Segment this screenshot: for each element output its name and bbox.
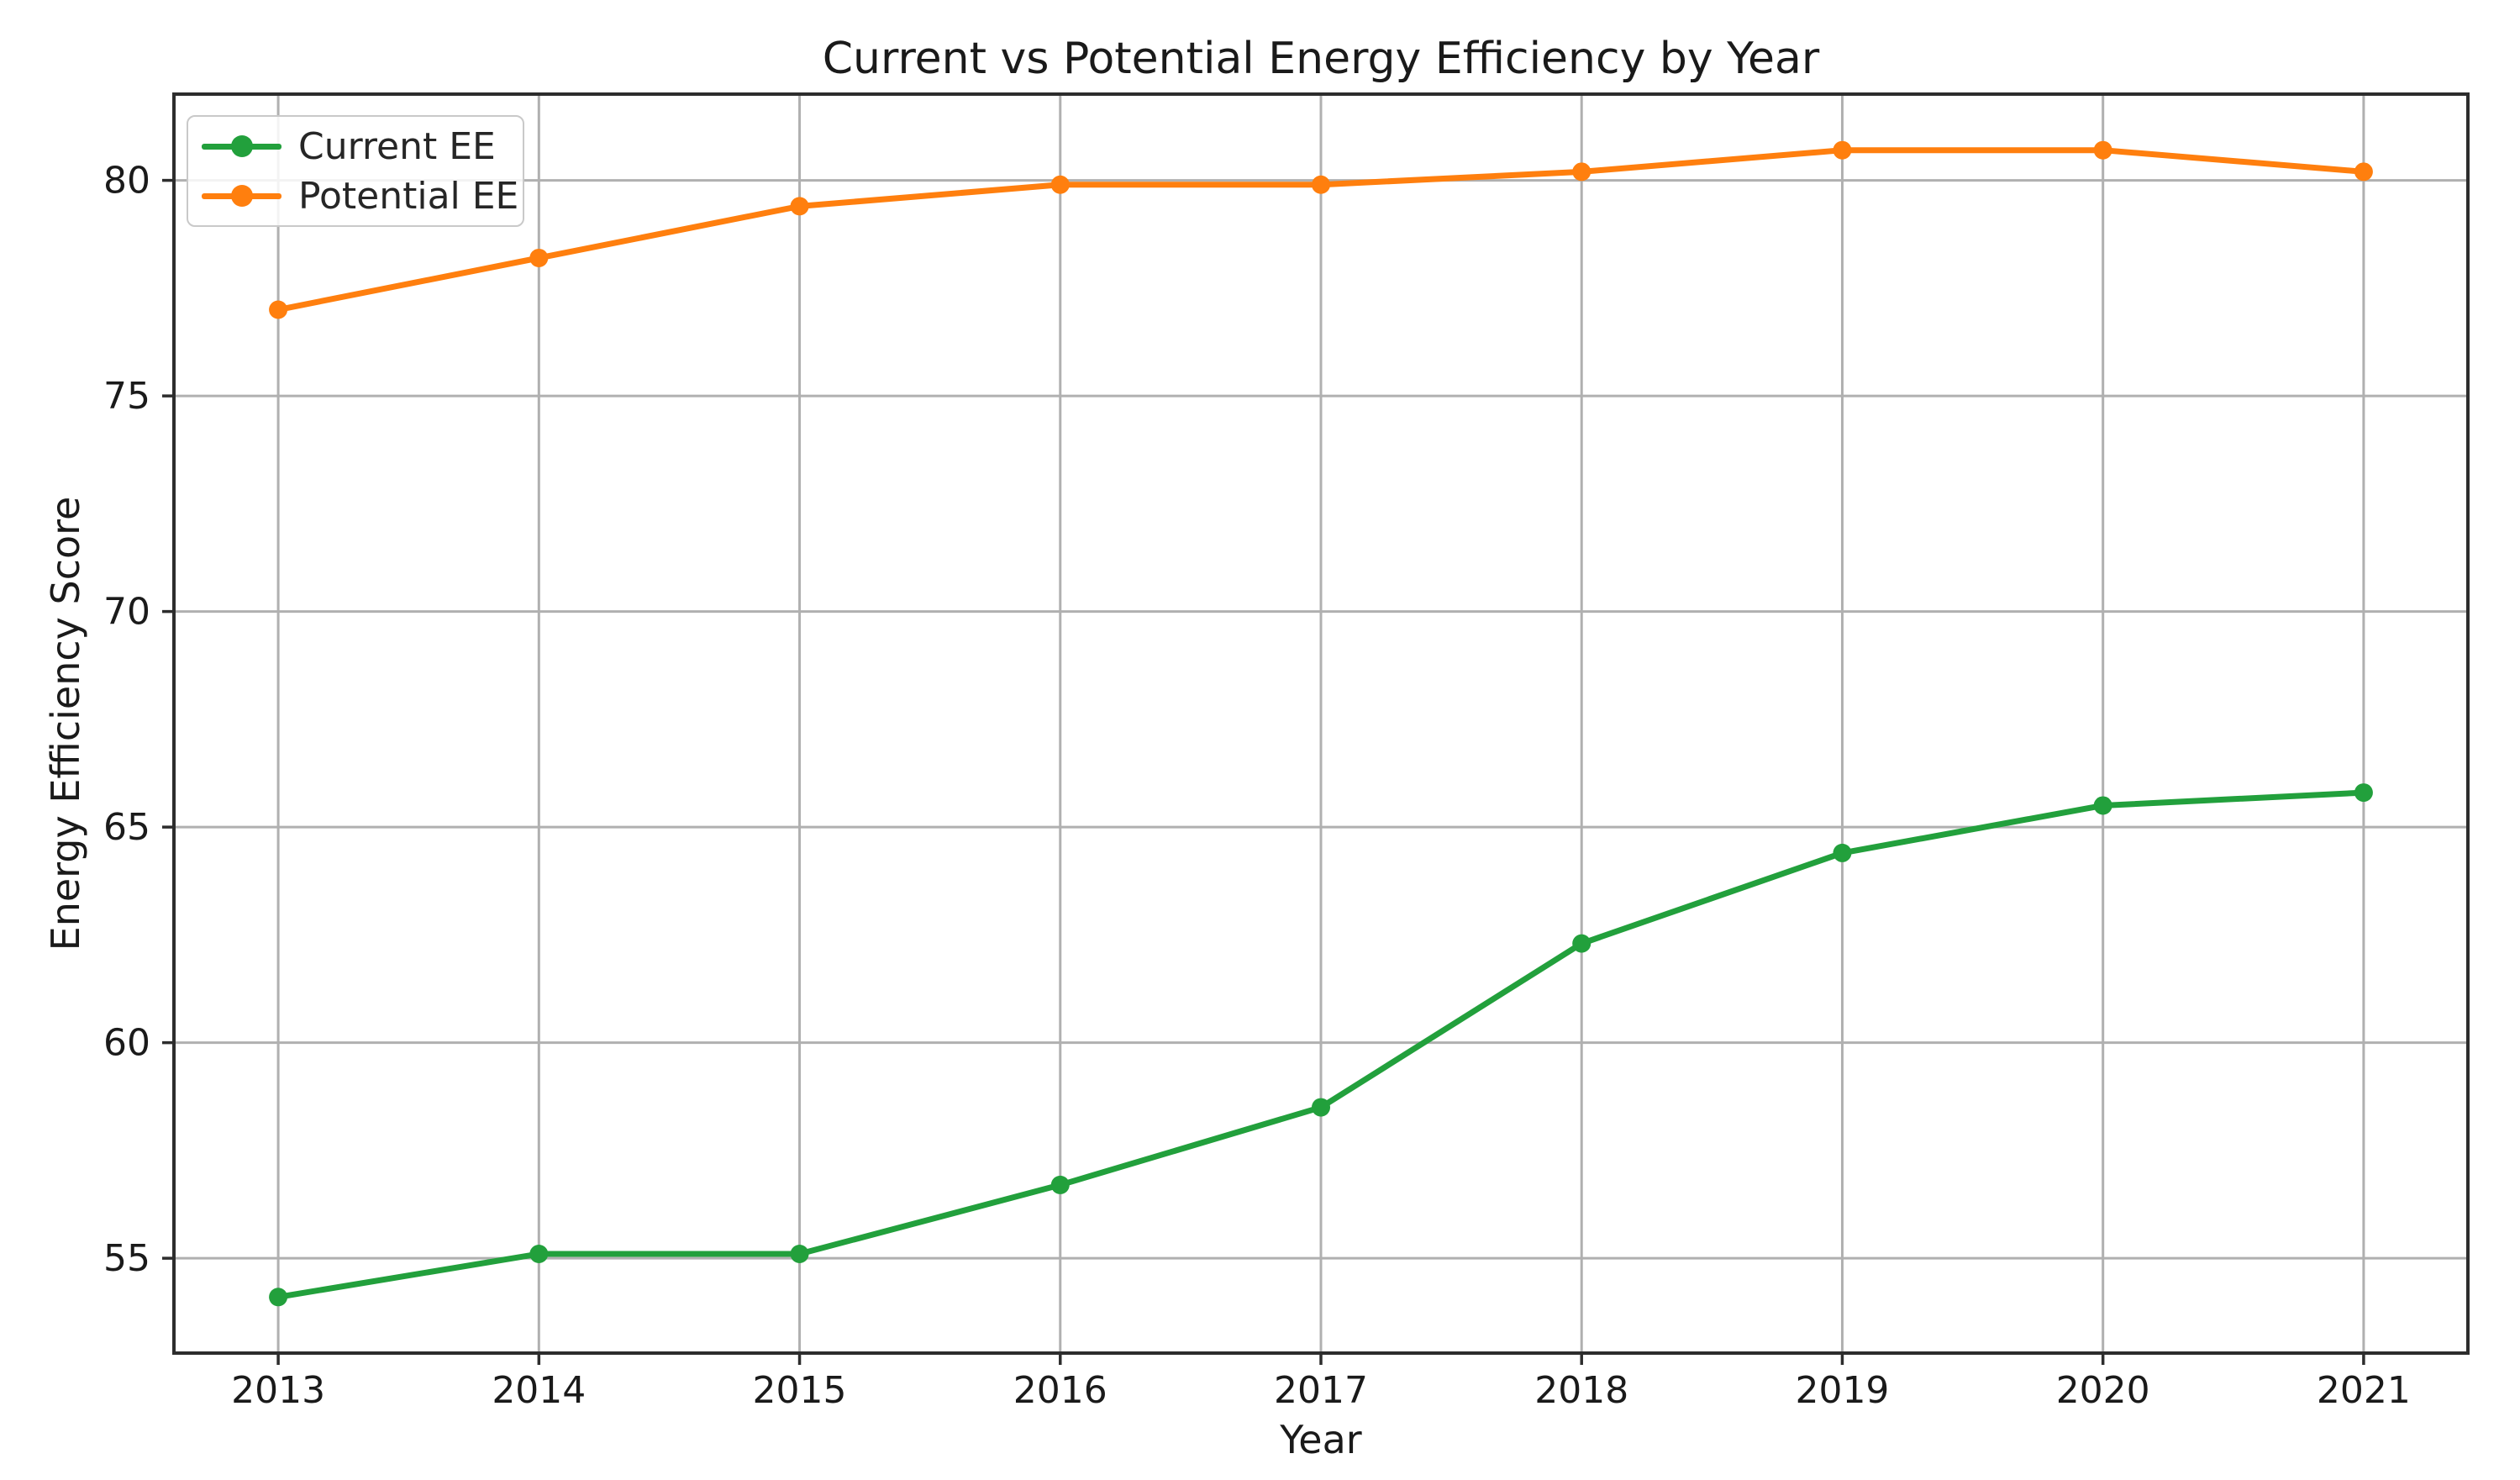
y-tick-label: 60 — [103, 1022, 150, 1065]
chart-legend: Current EE Potential EE — [187, 115, 524, 227]
data-point-marker — [529, 1245, 549, 1264]
data-point-marker — [1050, 1175, 1070, 1194]
data-point-marker — [2354, 162, 2373, 182]
y-tick-label: 75 — [103, 375, 150, 418]
data-point-marker — [269, 300, 288, 319]
data-point-marker — [269, 1288, 288, 1307]
data-point-marker — [1833, 843, 1852, 862]
plot-border — [172, 92, 2470, 1355]
legend-line-marker-icon — [202, 185, 281, 207]
y-axis-label: Energy Efficiency Score — [43, 496, 88, 951]
legend-label: Potential EE — [298, 174, 519, 218]
x-tick-label: 2015 — [753, 1369, 847, 1412]
data-point-marker — [2093, 140, 2112, 160]
data-point-marker — [2354, 783, 2373, 803]
x-tick-label: 2021 — [2317, 1369, 2411, 1412]
data-point-marker — [1833, 140, 1852, 160]
chart-title: Current vs Potential Energy Efficiency b… — [822, 34, 1820, 84]
x-tick-label: 2014 — [492, 1369, 586, 1412]
legend-label: Current EE — [298, 124, 496, 168]
data-point-marker — [790, 1245, 809, 1264]
data-point-marker — [1312, 1098, 1330, 1117]
legend-dot-icon — [230, 185, 253, 207]
y-tick-label: 55 — [103, 1237, 150, 1280]
x-tick-label: 2016 — [1013, 1369, 1107, 1412]
legend-dot-icon — [230, 135, 253, 157]
x-tick-label: 2013 — [231, 1369, 325, 1412]
x-tick-label: 2018 — [1534, 1369, 1628, 1412]
data-point-marker — [790, 197, 809, 216]
x-tick-label: 2020 — [2056, 1369, 2150, 1412]
y-tick-label: 70 — [103, 591, 150, 634]
legend-line-marker-icon — [202, 135, 281, 157]
data-point-marker — [529, 248, 549, 267]
legend-item-current-ee: Current EE — [202, 123, 509, 170]
x-tick-label: 2017 — [1274, 1369, 1368, 1412]
y-tick-label: 80 — [103, 160, 150, 203]
legend-item-potential-ee: Potential EE — [202, 172, 518, 219]
data-point-marker — [1312, 175, 1330, 194]
x-axis-label: Year — [1280, 1417, 1362, 1462]
data-point-marker — [1050, 175, 1070, 194]
data-point-marker — [2093, 796, 2112, 815]
data-point-marker — [1572, 934, 1591, 953]
y-tick-label: 65 — [103, 806, 150, 849]
x-tick-label: 2019 — [1795, 1369, 1889, 1412]
data-point-marker — [1572, 162, 1591, 182]
